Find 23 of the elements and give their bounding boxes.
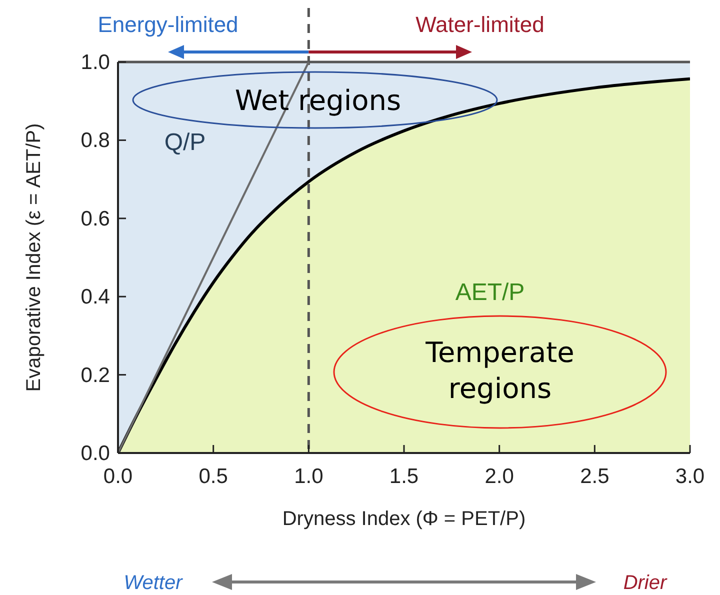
y-tick-label: 0.2 <box>80 364 110 387</box>
y-tick-label: 0.6 <box>80 207 110 230</box>
x-tick-label: 0.5 <box>198 465 228 488</box>
y-tick-label: 0.0 <box>80 442 110 465</box>
text: Drier <box>623 572 668 594</box>
x-tick-label: 2.0 <box>484 465 514 488</box>
y-tick-label: 0.8 <box>80 129 110 152</box>
y-axis-title: Evaporative Index (ε = AET/P) <box>23 123 45 392</box>
text: Water-limited <box>416 12 544 37</box>
x-tick-label: 0.0 <box>103 465 133 488</box>
annotation: Temperate regions <box>424 336 574 405</box>
text: Energy-limited <box>98 12 238 37</box>
x-axis-title: Dryness Index (Φ = PET/P) <box>282 508 526 530</box>
x-tick-label: 1.5 <box>389 465 419 488</box>
y-tick-label: 0.4 <box>80 286 110 309</box>
annotation: Wet regions <box>234 84 402 117</box>
y-tick-label: 1.0 <box>80 51 110 74</box>
annotation: Q/P <box>164 129 206 156</box>
annotation: AET/P <box>455 279 525 306</box>
x-tick-label: 1.0 <box>294 465 324 488</box>
text: Wetter <box>124 572 184 594</box>
x-tick-label: 2.5 <box>580 465 610 488</box>
x-tick-label: 3.0 <box>675 465 705 488</box>
